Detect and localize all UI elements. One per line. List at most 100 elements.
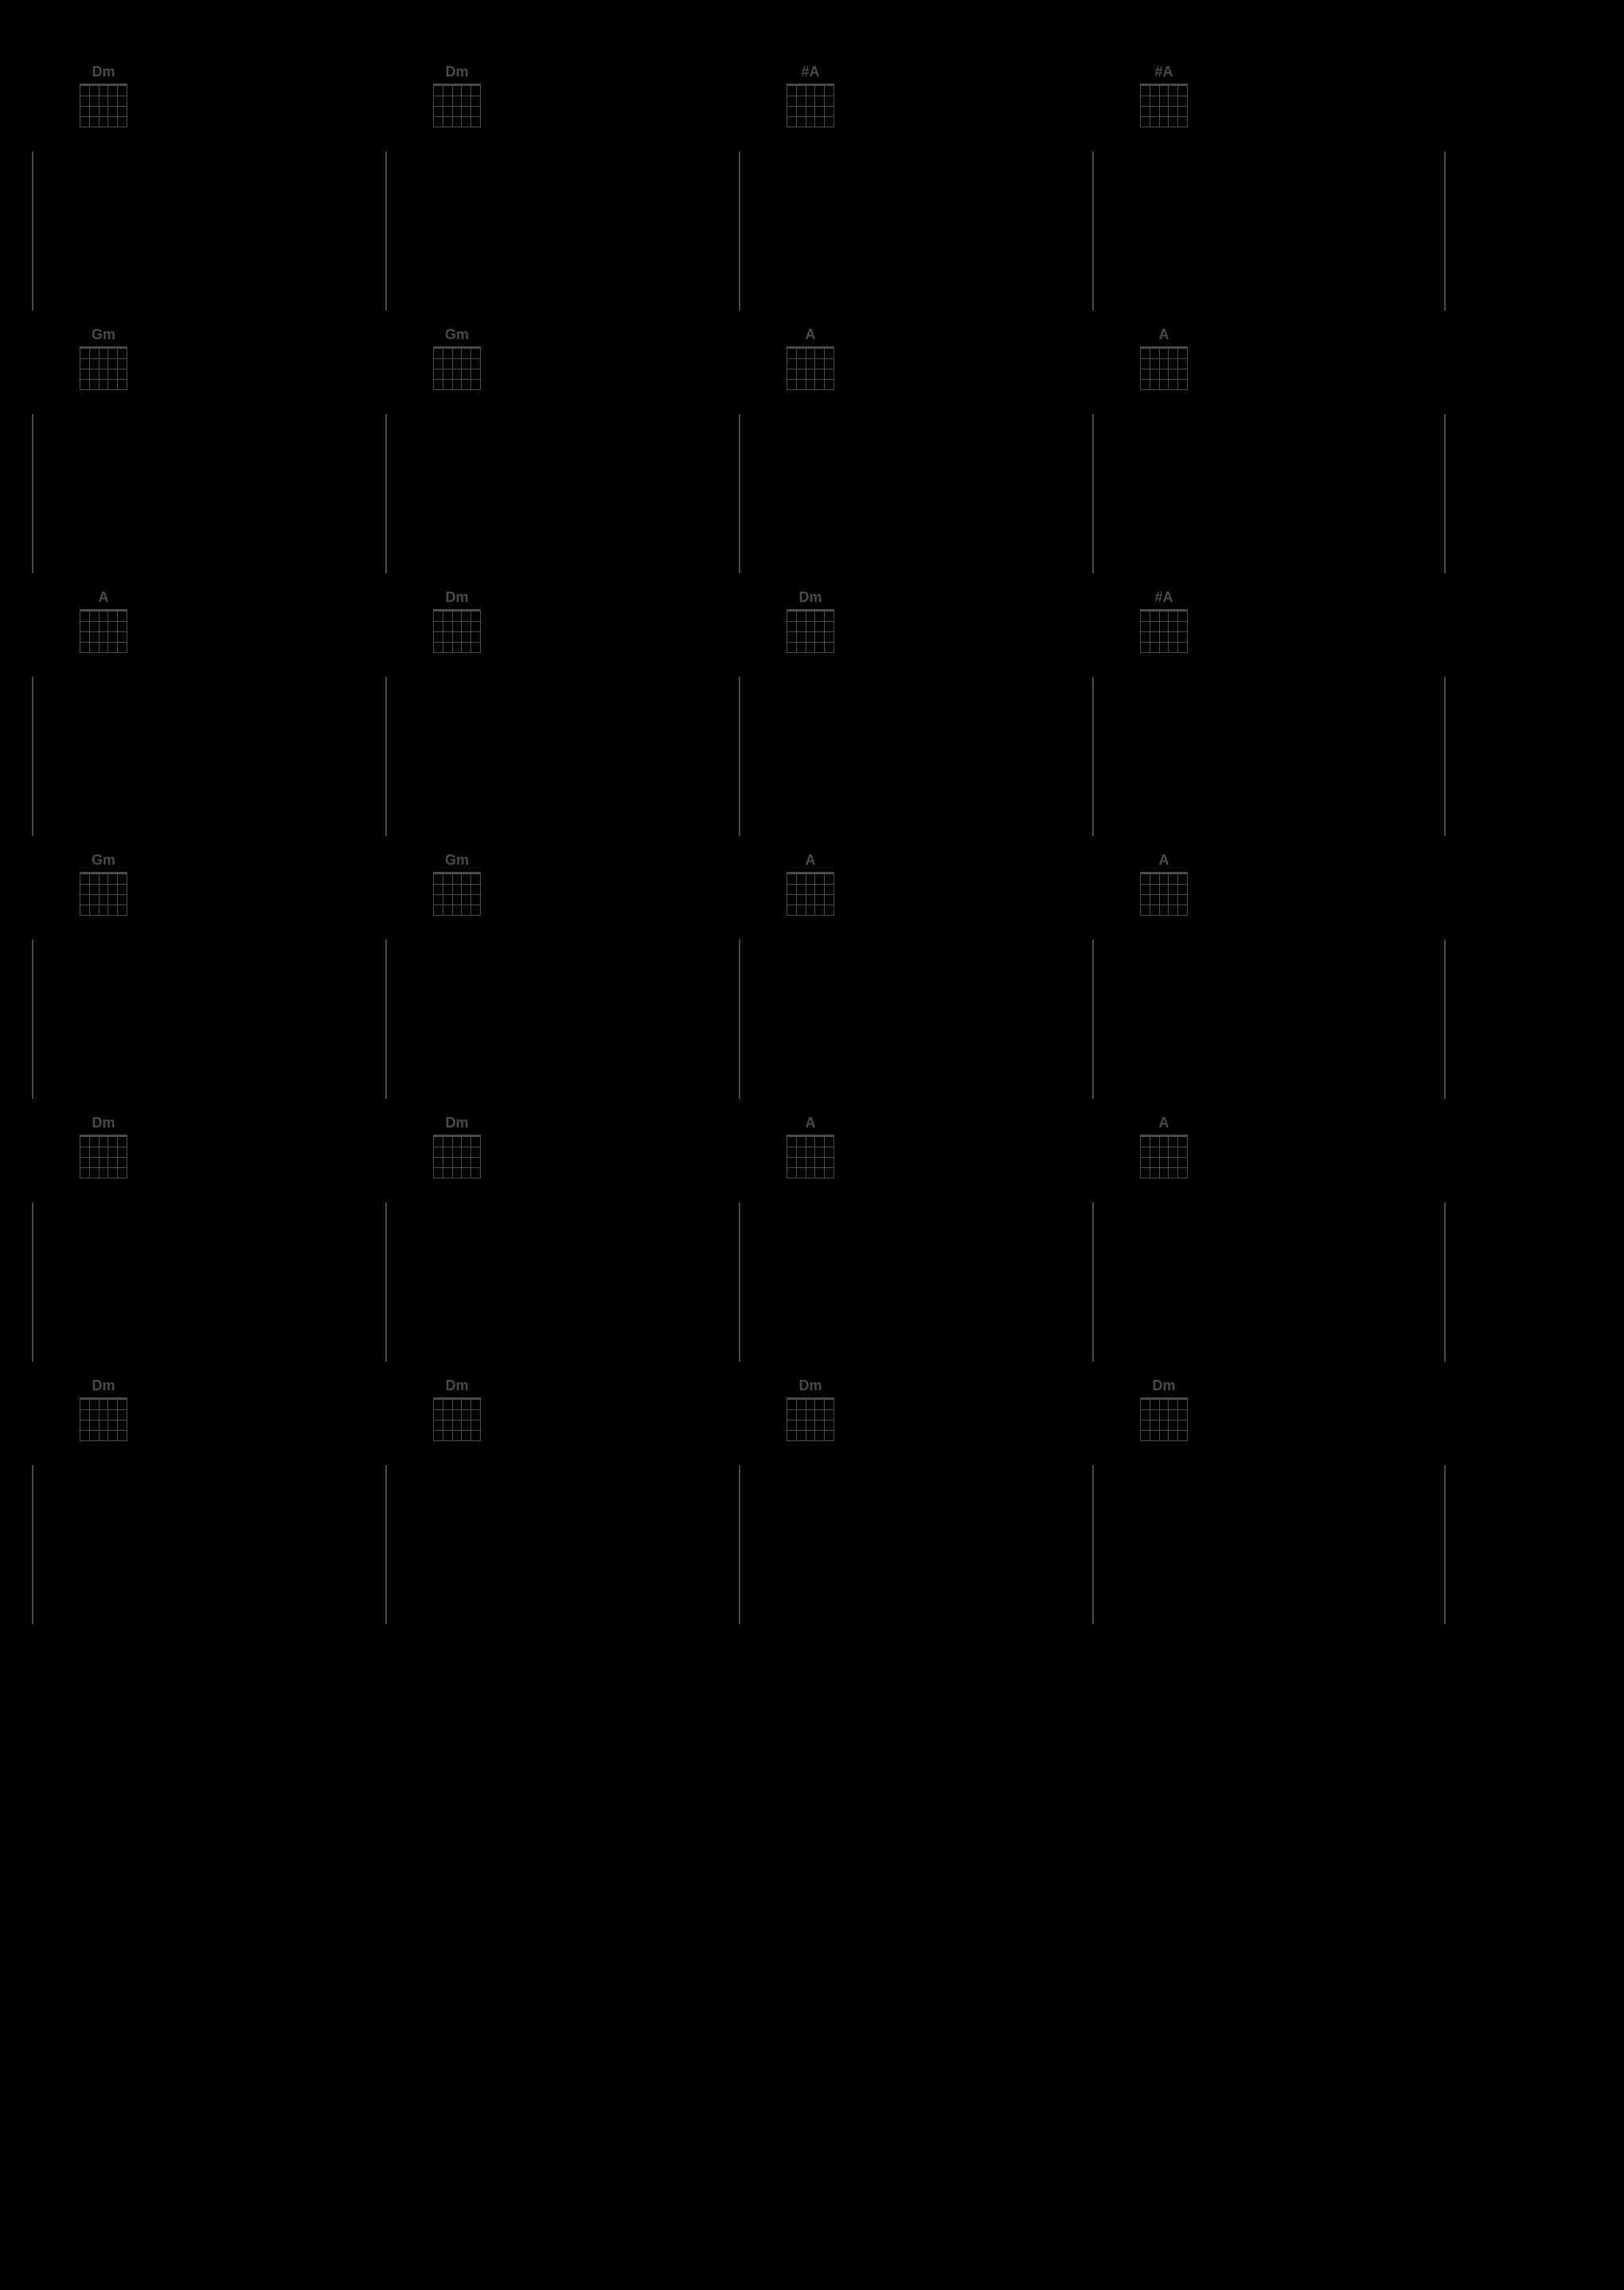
chord-block: Gm	[80, 326, 127, 390]
staff	[739, 1465, 1092, 1624]
chord-name-label: Gm	[433, 326, 481, 343]
chord-block: Dm	[433, 1378, 481, 1441]
chord-grid	[787, 1397, 834, 1441]
barline	[1092, 677, 1094, 836]
staff	[1092, 414, 1446, 573]
chord-name-label: Dm	[433, 1115, 481, 1131]
chord-grid	[1140, 609, 1188, 653]
measure: A	[1092, 1194, 1446, 1362]
chord-block: #A	[1140, 589, 1188, 653]
chord-name-label: A	[1140, 326, 1188, 343]
barline	[739, 940, 740, 1099]
chord-block: #A	[787, 64, 834, 127]
chord-grid	[433, 609, 481, 653]
chord-block: Dm	[787, 1378, 834, 1441]
chord-block: Dm	[787, 589, 834, 653]
chord-name-label: A	[1140, 1115, 1188, 1131]
barline-end	[1444, 940, 1446, 1099]
measure: Gm	[32, 406, 385, 573]
barline	[385, 940, 387, 1099]
staff	[385, 677, 739, 836]
barline	[1092, 151, 1094, 311]
measure: #A	[1092, 669, 1446, 836]
chord-block: A	[787, 852, 834, 916]
barline-end	[1444, 151, 1446, 311]
chord-grid	[80, 1135, 127, 1178]
measure: Dm	[385, 143, 739, 311]
chord-block: Dm	[433, 64, 481, 127]
staff-row: DmDmAA	[32, 1194, 1592, 1362]
staff	[1092, 1202, 1446, 1362]
chord-block: A	[80, 589, 127, 653]
chord-name-label: Dm	[433, 1378, 481, 1394]
measure: Dm	[385, 669, 739, 836]
chord-grid	[787, 84, 834, 127]
barline	[32, 940, 33, 1099]
barline	[32, 1202, 33, 1362]
chord-grid	[1140, 84, 1188, 127]
staff	[739, 151, 1092, 311]
chord-grid	[80, 872, 127, 916]
measure: Dm	[1092, 1457, 1446, 1624]
chord-name-label: A	[787, 326, 834, 343]
measure: Dm	[32, 1194, 385, 1362]
measure: Dm	[739, 1457, 1092, 1624]
chord-block: Gm	[433, 852, 481, 916]
staff	[32, 677, 385, 836]
chord-block: Dm	[80, 64, 127, 127]
staff	[32, 151, 385, 311]
measure: A	[739, 1194, 1092, 1362]
measure: Dm	[32, 1457, 385, 1624]
barline	[1092, 1465, 1094, 1624]
chord-grid	[433, 346, 481, 390]
chord-grid	[787, 872, 834, 916]
chord-grid	[1140, 346, 1188, 390]
barline	[385, 1202, 387, 1362]
barline	[32, 1465, 33, 1624]
chord-name-label: #A	[787, 64, 834, 80]
chord-grid	[80, 84, 127, 127]
measure: Gm	[385, 932, 739, 1099]
staff	[1092, 677, 1446, 836]
staff	[32, 1465, 385, 1624]
barline	[385, 677, 387, 836]
staff	[385, 151, 739, 311]
barline-end	[1444, 677, 1446, 836]
measure: A	[32, 669, 385, 836]
chord-block: Dm	[433, 1115, 481, 1178]
staff	[739, 940, 1092, 1099]
chord-name-label: A	[80, 589, 127, 606]
barline	[739, 151, 740, 311]
chord-block: A	[1140, 1115, 1188, 1178]
measure: A	[739, 406, 1092, 573]
measure: A	[739, 932, 1092, 1099]
barline	[32, 151, 33, 311]
measure: #A	[739, 143, 1092, 311]
chord-grid	[433, 1135, 481, 1178]
measure: A	[1092, 932, 1446, 1099]
chord-name-label: #A	[1140, 64, 1188, 80]
chord-grid	[1140, 872, 1188, 916]
barline	[32, 414, 33, 573]
measure: A	[1092, 406, 1446, 573]
chord-name-label: #A	[1140, 589, 1188, 606]
staff	[385, 1465, 739, 1624]
chord-grid	[787, 346, 834, 390]
chord-grid	[1140, 1135, 1188, 1178]
chord-block: A	[787, 1115, 834, 1178]
chord-grid	[80, 346, 127, 390]
chord-name-label: Dm	[80, 1378, 127, 1394]
barline	[1092, 940, 1094, 1099]
chord-block: A	[1140, 852, 1188, 916]
chord-grid	[433, 1397, 481, 1441]
barline	[385, 1465, 387, 1624]
measure: Dm	[32, 143, 385, 311]
staff	[1092, 940, 1446, 1099]
chord-name-label: A	[1140, 852, 1188, 869]
staff	[739, 677, 1092, 836]
chord-grid	[80, 1397, 127, 1441]
chord-block: Gm	[433, 326, 481, 390]
barline	[1092, 414, 1094, 573]
chord-name-label: Dm	[787, 589, 834, 606]
measure: Dm	[739, 669, 1092, 836]
